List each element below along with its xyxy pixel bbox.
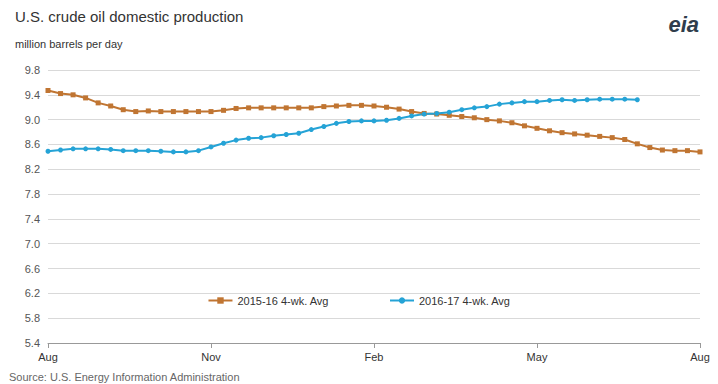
svg-text:7.0: 7.0 <box>25 238 40 250</box>
svg-text:8.6: 8.6 <box>25 138 40 150</box>
svg-text:U.S. crude oil domestic produc: U.S. crude oil domestic production <box>15 8 243 25</box>
svg-text:Aug: Aug <box>690 351 710 363</box>
svg-text:2015-16 4-wk. Avg: 2015-16 4-wk. Avg <box>237 295 328 307</box>
svg-text:5.8: 5.8 <box>25 312 40 324</box>
svg-text:eia: eia <box>668 12 699 37</box>
svg-text:million barrels per day: million barrels per day <box>15 38 123 50</box>
svg-text:5.4: 5.4 <box>25 337 40 349</box>
svg-text:Aug: Aug <box>38 351 58 363</box>
svg-text:7.8: 7.8 <box>25 188 40 200</box>
svg-text:6.2: 6.2 <box>25 287 40 299</box>
svg-text:9.0: 9.0 <box>25 114 40 126</box>
svg-text:9.4: 9.4 <box>25 89 40 101</box>
svg-text:Feb: Feb <box>365 351 384 363</box>
svg-text:8.2: 8.2 <box>25 163 40 175</box>
svg-text:7.4: 7.4 <box>25 213 40 225</box>
svg-text:2016-17 4-wk. Avg: 2016-17 4-wk. Avg <box>419 295 510 307</box>
svg-text:Source: U.S. Energy Informatio: Source: U.S. Energy Information Administ… <box>9 371 240 383</box>
svg-text:9.8: 9.8 <box>25 64 40 76</box>
svg-text:May: May <box>527 351 548 363</box>
svg-text:6.6: 6.6 <box>25 263 40 275</box>
svg-text:Nov: Nov <box>201 351 221 363</box>
